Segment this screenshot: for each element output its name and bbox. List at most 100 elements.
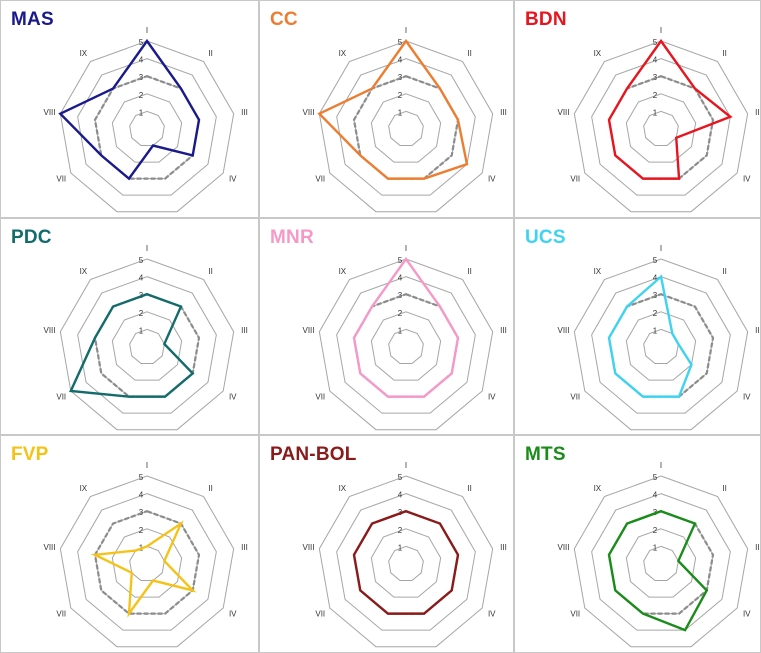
ring-label: 2 — [398, 309, 403, 318]
grid-ring-2 — [111, 528, 183, 598]
axis-label: II — [208, 267, 212, 276]
radar-panel-pan-bol: 12345IIIIIIIVVVIVIIVIIIIXPAN-BOL — [259, 435, 514, 653]
panel-title: MAS — [11, 9, 54, 30]
axis-label: III — [241, 326, 248, 335]
ring-label: 4 — [653, 56, 658, 65]
axis-label: VIII — [43, 108, 55, 117]
grid-ring-1 — [129, 545, 165, 582]
axis-label: IV — [488, 175, 496, 184]
axis-label: I — [660, 244, 662, 253]
axis-label: VIII — [43, 326, 55, 335]
axis-label: III — [755, 326, 761, 335]
axis-label: IX — [80, 49, 88, 58]
ring-label: 4 — [653, 274, 658, 283]
grid-ring-1 — [388, 328, 424, 365]
axis-label: VII — [315, 175, 325, 184]
series-line-mnr — [352, 256, 460, 398]
axis-label: VIII — [302, 326, 314, 335]
radar-panel-mas: 12345IIIIIIIVVVIVIIVIIIIXMAS — [0, 0, 259, 218]
grid-ring-5 — [573, 40, 749, 213]
axis-label: II — [467, 49, 471, 58]
panel-title: UCS — [525, 227, 566, 248]
grid-ring-2 — [370, 528, 442, 598]
ring-label: 2 — [139, 309, 144, 318]
radar-panel-cc: 12345IIIIIIIVVVIVIIVIIIIXCC — [259, 0, 514, 218]
axis-label: III — [500, 543, 507, 552]
panel-title: BDN — [525, 9, 567, 30]
axis-label: II — [722, 267, 726, 276]
radar-chart: 12345IIIIIIIVVVIVIIVIIIIX — [43, 244, 248, 431]
axis-label: III — [755, 108, 761, 117]
panel-title: FVP — [11, 444, 49, 465]
radar-panel-ucs: 12345IIIIIIIVVVIVIIVIIIIXUCS — [514, 218, 761, 435]
grid-ring-4 — [591, 58, 731, 196]
grid-ring-2 — [111, 311, 183, 381]
grid-ring-5 — [59, 475, 235, 648]
axis-label: III — [755, 543, 761, 552]
ring-label: 2 — [653, 91, 658, 100]
grid-ring-2 — [625, 93, 697, 163]
radar-panel-mnr: 12345IIIIIIIVVVIVIIVIIIIXMNR — [259, 218, 514, 435]
axis-label: II — [208, 49, 212, 58]
ring-label: 4 — [139, 491, 144, 500]
axis-label: IV — [488, 393, 496, 402]
axis-label: IV — [743, 393, 751, 402]
grid-ring-5 — [318, 475, 494, 648]
ring-label: 1 — [398, 543, 403, 552]
ring-label: 2 — [398, 526, 403, 535]
axis-label: II — [722, 484, 726, 493]
series-line-pdc — [69, 292, 195, 398]
radar-chart: 12345IIIIIIIVVVIVIIVIIIIX — [302, 461, 507, 648]
axis-label: VIII — [557, 326, 569, 335]
grid-ring-5 — [573, 475, 749, 648]
ring-label: 2 — [653, 526, 658, 535]
grid-ring-4 — [336, 493, 476, 631]
axis-label: I — [146, 26, 148, 35]
ring-label: 4 — [139, 274, 144, 283]
axis-label: IX — [339, 484, 347, 493]
ring-label: 2 — [653, 309, 658, 318]
grid-ring-4 — [77, 58, 217, 196]
grid-ring-2 — [625, 311, 697, 381]
ring-label: 1 — [139, 326, 144, 335]
grid-ring-4 — [336, 58, 476, 196]
grid-ring-5 — [59, 258, 235, 431]
axis-label: I — [660, 461, 662, 470]
ring-label: 5 — [653, 38, 658, 47]
axis-label: VIII — [302, 543, 314, 552]
ring-label: 5 — [398, 473, 403, 482]
axis-label: II — [467, 267, 471, 276]
panel-title: MNR — [270, 227, 314, 248]
axis-label: VII — [315, 610, 325, 619]
radar-chart: 12345IIIIIIIVVVIVIIVIIIIX — [302, 244, 507, 431]
ring-label: 1 — [398, 108, 403, 117]
panel-title: PDC — [11, 227, 52, 248]
axis-label: III — [241, 108, 248, 117]
ring-label: 1 — [139, 108, 144, 117]
ring-label: 1 — [653, 108, 658, 117]
axis-label: III — [241, 543, 248, 552]
radar-panel-pdc: 12345IIIIIIIVVVIVIIVIIIIXPDC — [0, 218, 259, 435]
grid-ring-2 — [111, 93, 183, 163]
radar-chart: 12345IIIIIIIVVVIVIIVIIIIX — [557, 461, 761, 648]
grid-ring-5 — [318, 40, 494, 213]
ring-label: 5 — [139, 256, 144, 265]
axis-label: IX — [80, 267, 88, 276]
ring-label: 2 — [139, 526, 144, 535]
axis-label: IX — [80, 484, 88, 493]
axis-label: IV — [743, 175, 751, 184]
axis-label: IX — [594, 484, 602, 493]
axis-label: VIII — [557, 543, 569, 552]
series-line-ucs — [607, 274, 693, 398]
ring-label: 5 — [398, 256, 403, 265]
axis-label: VII — [570, 610, 580, 619]
ring-label: 4 — [398, 274, 403, 283]
grid-ring-4 — [77, 276, 217, 414]
axis-label: II — [208, 484, 212, 493]
axis-label: VII — [56, 393, 66, 402]
axis-label: VIII — [557, 108, 569, 117]
ring-label: 2 — [139, 91, 144, 100]
axis-label: IX — [339, 267, 347, 276]
axis-label: II — [722, 49, 726, 58]
panel-title: MTS — [525, 444, 566, 465]
